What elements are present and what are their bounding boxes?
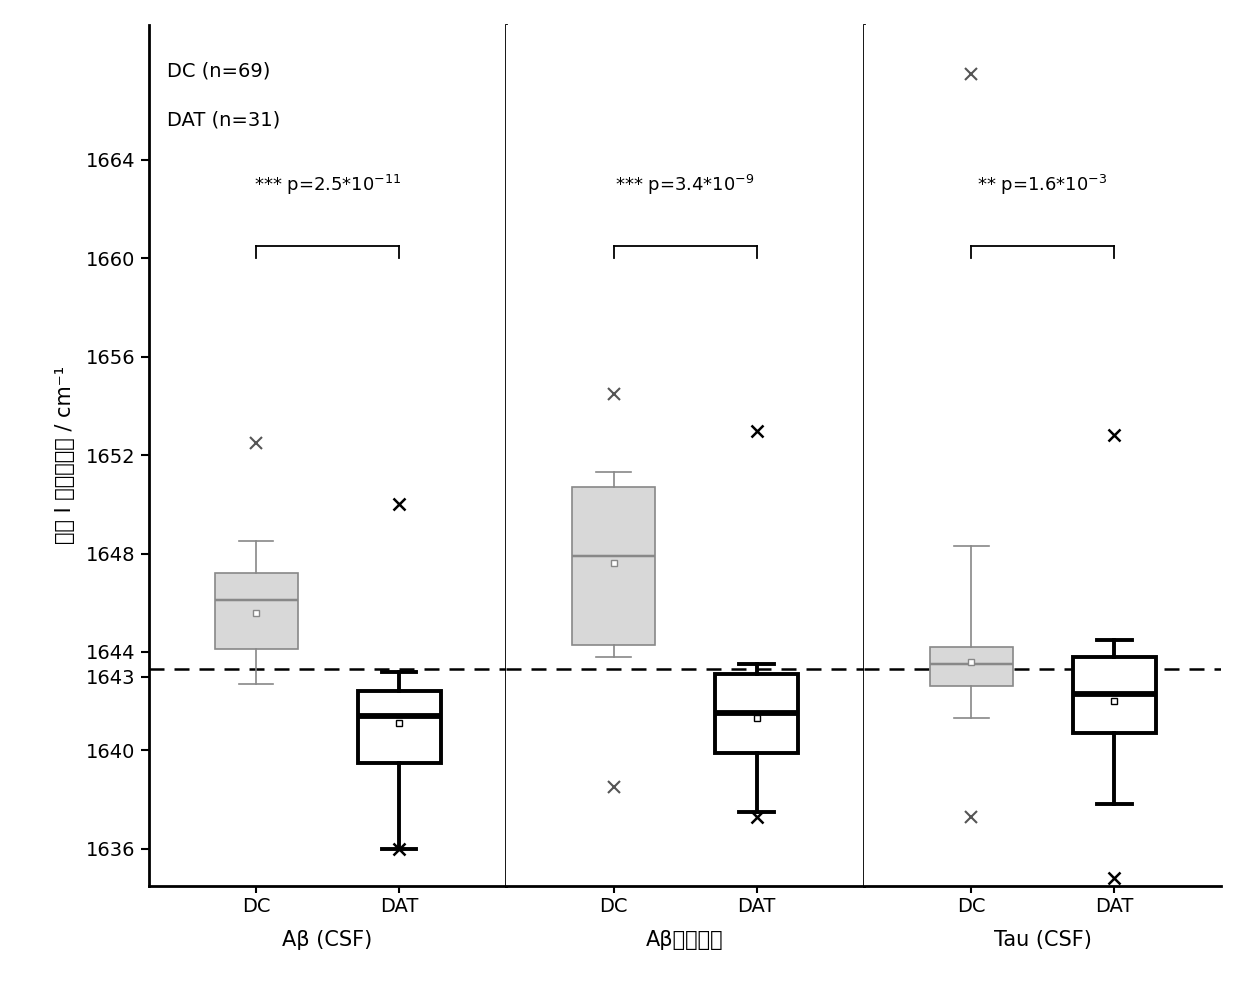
Text: DC (n=69): DC (n=69) [167, 61, 270, 81]
Bar [357, 691, 440, 763]
Bar [930, 647, 1013, 687]
Bar [930, 647, 1013, 687]
X-axis label: Aβ (CSF): Aβ (CSF) [283, 930, 373, 951]
Text: *** p=3.4*10$^{-9}$: *** p=3.4*10$^{-9}$ [615, 173, 755, 197]
Text: DAT (n=31): DAT (n=31) [167, 110, 280, 130]
Text: ** p=1.6*10$^{-3}$: ** p=1.6*10$^{-3}$ [977, 173, 1107, 197]
Bar [215, 573, 298, 649]
Bar [572, 487, 655, 645]
Bar [357, 691, 440, 763]
Bar [1073, 656, 1156, 733]
Bar [715, 674, 799, 753]
Bar [215, 573, 298, 649]
Bar [572, 487, 655, 645]
Y-axis label: 酰胺 I 最大値位置 / cm⁻¹: 酰胺 I 最大値位置 / cm⁻¹ [55, 366, 74, 544]
Bar [715, 674, 799, 753]
X-axis label: Aβ（血浆）: Aβ（血浆） [646, 930, 724, 951]
X-axis label: Tau (CSF): Tau (CSF) [993, 930, 1091, 951]
Text: *** p=2.5*10$^{-11}$: *** p=2.5*10$^{-11}$ [254, 173, 402, 197]
Bar [1073, 656, 1156, 733]
